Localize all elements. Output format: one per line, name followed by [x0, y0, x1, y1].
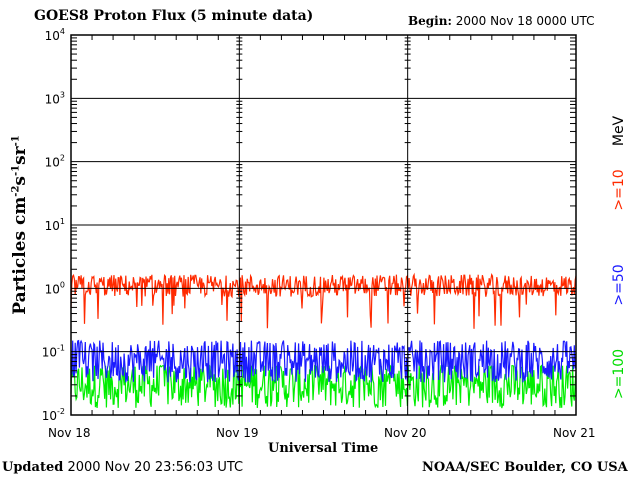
- x-tick-nov21: Nov 21: [553, 426, 596, 440]
- series-line-ge50: [70, 339, 577, 383]
- y-tick-label: 100: [45, 280, 65, 296]
- begin-time: Begin: 2000 Nov 18 0000 UTC: [408, 14, 595, 28]
- series-line-ge10: [70, 272, 577, 329]
- x-tick-nov20: Nov 20: [384, 426, 427, 440]
- y-tick-label: 103: [45, 90, 65, 106]
- y-tick-label: 10-2: [42, 407, 65, 423]
- grid-layer: [71, 35, 576, 415]
- chart-title: GOES8 Proton Flux (5 minute data): [34, 8, 314, 24]
- legend-ge10: >=10: [611, 169, 627, 211]
- plot-frame: [70, 34, 577, 416]
- begin-value: 2000 Nov 18 0000 UTC: [455, 14, 595, 28]
- y-axis-label: Particles cm-2s-1sr-1: [10, 135, 30, 315]
- x-tick-nov18: Nov 18: [48, 426, 91, 440]
- y-tick-labels: 10-2 10-1 100 101 102 103 104: [42, 27, 65, 423]
- legend-ge100: >=100: [611, 348, 627, 400]
- legend-ge50: >=50: [611, 264, 627, 306]
- series-layer: [70, 272, 577, 409]
- y-tick-label: 101: [45, 217, 65, 233]
- legend-unit-mev: MeV: [611, 115, 627, 147]
- updated-value: 2000 Nov 20 23:56:03 UTC: [67, 460, 244, 475]
- x-tick-nov19: Nov 19: [216, 426, 259, 440]
- x-axis-label: Universal Time: [268, 441, 379, 456]
- updated-label: Updated: [2, 460, 64, 475]
- begin-label: Begin:: [408, 14, 452, 28]
- y-tick-label: 104: [45, 27, 65, 43]
- y-tick-label: 102: [45, 154, 65, 170]
- updated-timestamp: Updated 2000 Nov 20 23:56:03 UTC: [2, 460, 243, 475]
- y-tick-label: 10-1: [42, 344, 65, 360]
- credit-text: NOAA/SEC Boulder, CO USA: [422, 460, 628, 475]
